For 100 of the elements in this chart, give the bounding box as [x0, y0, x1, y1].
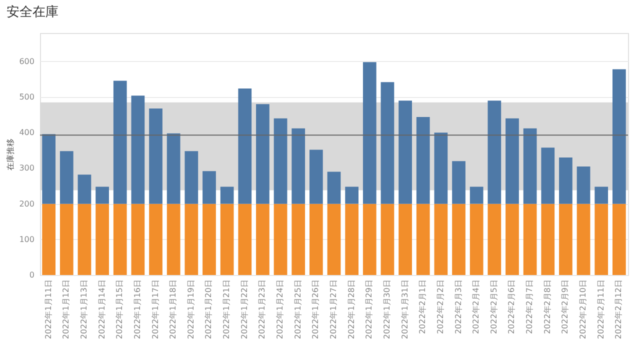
bar [594, 204, 608, 275]
bar [523, 128, 537, 204]
x-tick-label: 2022年2月11日 [596, 280, 606, 340]
x-tick-label: 2022年1月14日 [97, 280, 106, 340]
bar [541, 148, 555, 204]
x-tick-label: 2022年1月25日 [293, 280, 302, 340]
bar [612, 204, 626, 275]
x-tick-label: 2022年1月19日 [186, 280, 196, 340]
bar [416, 204, 430, 275]
x-tick-label: 2022年1月16日 [132, 280, 142, 340]
bar [416, 116, 430, 204]
bar [131, 204, 145, 275]
bar [576, 166, 590, 204]
bar [238, 88, 252, 204]
bar [60, 204, 74, 275]
x-tick-label: 2022年2月1日 [418, 280, 428, 334]
bar [60, 151, 74, 204]
bar [327, 172, 341, 204]
bar [434, 204, 448, 275]
bar [42, 134, 56, 204]
bar [488, 204, 502, 275]
bar [78, 204, 92, 275]
bar [362, 204, 376, 275]
bar [220, 186, 234, 204]
bar [309, 150, 323, 204]
bar [594, 186, 608, 204]
x-tick-label: 2022年1月29日 [364, 280, 374, 340]
bar [292, 128, 306, 204]
x-tick-label: 2022年2月4日 [472, 280, 481, 334]
x-tick-label: 2022年1月18日 [168, 280, 178, 340]
bar [149, 108, 162, 204]
x-tick-label: 2022年2月2日 [436, 280, 445, 334]
bar [327, 204, 341, 275]
bar [131, 96, 145, 204]
bar [274, 204, 288, 275]
bar [309, 204, 323, 275]
bar [184, 151, 198, 204]
x-tick-label: 2022年1月30日 [382, 280, 392, 340]
bar [166, 133, 180, 204]
x-tick-label: 2022年2月10日 [578, 280, 588, 340]
bar [149, 204, 162, 275]
bar [488, 100, 502, 204]
x-tick-label: 2022年1月21日 [222, 280, 232, 340]
x-tick-label: 2022年2月5日 [489, 280, 498, 334]
bar [452, 204, 466, 275]
chart-title: 安全在庫 [6, 4, 59, 20]
bar [506, 204, 519, 275]
bar [274, 118, 288, 204]
bar [292, 204, 306, 275]
x-tick-label: 2022年2月7日 [525, 280, 534, 334]
bar [612, 69, 626, 204]
y-tick-label: 300 [19, 164, 34, 173]
x-tick-label: 2022年1月28日 [346, 280, 356, 340]
y-tick-label: 100 [19, 234, 34, 244]
bar [523, 204, 537, 275]
x-tick-label: 2022年2月9日 [560, 280, 570, 334]
bar [42, 204, 56, 275]
x-tick-label: 2022年1月17日 [150, 280, 160, 340]
bar [452, 161, 466, 204]
bar [113, 80, 127, 204]
x-tick-label: 2022年1月13日 [79, 280, 88, 340]
bar [184, 204, 198, 275]
bar [96, 204, 109, 275]
bar [96, 186, 109, 204]
bar [256, 204, 270, 275]
y-axis-title: 在庫推移 [6, 138, 16, 170]
bar [559, 204, 572, 275]
bar [345, 204, 359, 275]
bar [256, 104, 270, 204]
x-tick-label: 2022年1月26日 [311, 280, 320, 340]
x-tick-label: 2022年2月8日 [542, 280, 552, 334]
bar [470, 204, 484, 275]
bar [398, 204, 412, 275]
y-tick-label: 500 [19, 92, 34, 102]
x-tick-label: 2022年1月23日 [258, 280, 267, 340]
y-tick-label: 200 [19, 199, 34, 208]
bar [380, 204, 394, 275]
y-tick-label: 0 [29, 270, 34, 280]
bar [398, 100, 412, 204]
bar [506, 118, 519, 204]
bar [166, 204, 180, 275]
x-tick-label: 2022年1月12日 [62, 280, 71, 340]
y-tick-label: 400 [19, 128, 34, 138]
bar [202, 204, 216, 275]
x-tick-label: 2022年1月24日 [276, 280, 285, 340]
bar [434, 132, 448, 204]
bar [202, 171, 216, 204]
bar [576, 204, 590, 275]
bar [541, 204, 555, 275]
x-tick-label: 2022年1月22日 [240, 280, 249, 340]
x-tick-label: 2022年2月12日 [614, 280, 624, 340]
bar [470, 186, 484, 204]
x-tick-label: 2022年2月6日 [507, 280, 516, 334]
x-tick-label: 2022年1月20日 [204, 280, 214, 340]
x-tick-label: 2022年1月15日 [115, 280, 124, 340]
bar [559, 158, 572, 204]
bar [238, 204, 252, 275]
bar [113, 204, 127, 275]
y-tick-label: 600 [19, 56, 34, 66]
x-tick-label: 2022年2月3日 [454, 280, 463, 334]
